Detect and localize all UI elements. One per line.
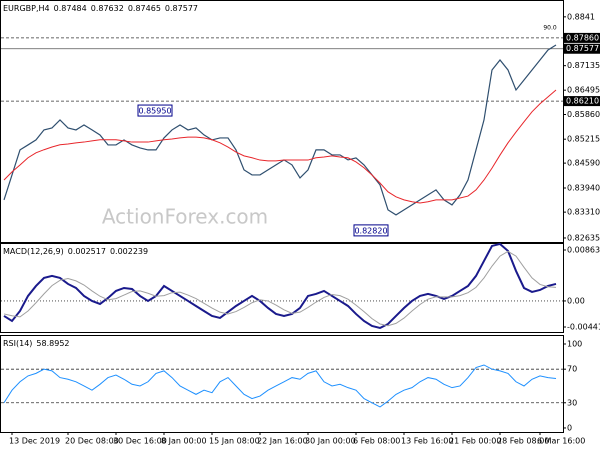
header-value: 58.8952 [36,339,69,348]
x-tick-label: 30 Dec 16:00 [113,437,167,446]
y-tick-label: 0.84590 [567,159,600,168]
header-value: 0.87465 [128,4,161,13]
x-tick-label: 28 Feb 08:00 [497,437,549,446]
header-value: 0.87632 [91,4,124,13]
y-tick-label: 0.85860 [567,110,600,119]
x-tick-label: 21 Feb 00:00 [449,437,501,446]
annotation-label: 0.82820 [354,226,387,235]
panel-header: EURGBP,H4 0.87484 0.87632 0.87465 0.87577 [3,4,198,13]
x-tick-label: 22 Jan 16:00 [257,437,308,446]
panel-frame [0,0,564,243]
y-tick-label: 0.82635 [567,233,600,242]
panel-frame [0,243,564,333]
annotation-label: 0.85950 [138,107,171,116]
panel-header: MACD(12,26,9) 0.002517 0.002239 [3,247,148,256]
header-value: 0.002239 [110,247,148,256]
x-tick-label: 13 Feb 16:00 [401,437,453,446]
annotation-box [353,224,389,237]
y-tick-label: -0.004415 [567,323,600,332]
x-tick-label: 15 Jan 08:00 [209,437,260,446]
level-label: 0.86210 [566,97,599,106]
x-tick-label: 20 Dec 08:00 [65,437,119,446]
y-tick-label: 0 [567,423,572,432]
header-value: RSI(14) [3,339,32,348]
y-tick-label: 0.00 [567,296,585,305]
y-tick-label: 0.83940 [567,184,600,193]
level-label-box [564,96,600,107]
y-tick-label: 0.8841 [567,12,595,21]
y-tick-label: 0.87135 [567,61,600,70]
annotation-box [137,104,173,117]
y-tick-label: 0.86495 [567,86,600,95]
series-line [3,364,557,408]
x-tick-label: 13 Dec 2019 [9,437,60,446]
series-line [3,242,557,330]
y-tick-label: 0.83310 [567,208,600,217]
panel-header: RSI(14) 58.8952 [3,339,70,348]
level-label-box [564,43,600,54]
series-line [3,89,557,204]
series-line [3,44,557,216]
header-value: EURGBP,H4 [3,4,50,13]
header-value: 0.87484 [54,4,87,13]
series-line [3,250,557,327]
x-tick-label: 8 Jan 00:00 [161,437,207,446]
x-tick-label: 30 Jan 00:00 [305,437,356,446]
watermark: ActionForex.com [102,205,268,229]
x-tick-label: 6 Feb 08:00 [353,437,400,446]
y-tick-label: 100 [567,339,582,348]
y-tick-label: 0.008635 [567,245,600,254]
panel-frame [0,335,564,433]
level-label: 0.87577 [566,44,599,53]
x-tick-label: 6 Mar 16:00 [537,437,585,446]
y-tick-label: 70 [567,365,577,374]
header-value: MACD(12,26,9) [3,247,64,256]
y-tick-label: 30 [567,398,577,407]
y-tick-label: 0.85215 [567,135,600,144]
header-value: 0.87577 [165,4,198,13]
level-label-box [564,32,600,43]
corner-note: 90.0 [543,25,557,32]
level-label: 0.87860 [566,33,599,42]
header-value: 0.002517 [68,247,106,256]
